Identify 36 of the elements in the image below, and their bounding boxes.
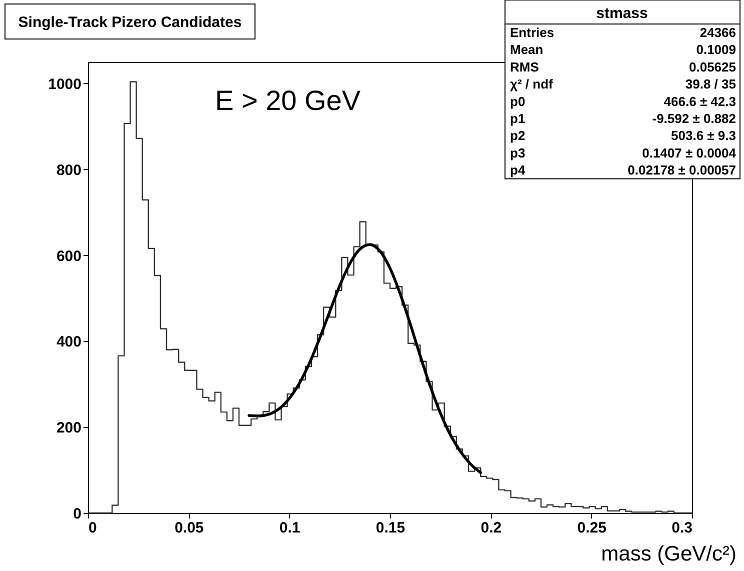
y-tick-label: 1000 bbox=[48, 76, 82, 93]
line-series bbox=[248, 243, 482, 474]
annotation: 39.8 / 35 bbox=[685, 76, 736, 92]
text: Mean bbox=[510, 42, 544, 58]
x-tick-label: 0.2 bbox=[480, 520, 502, 536]
x-tick-label: 0.25 bbox=[577, 520, 606, 536]
y-tick-label: 600 bbox=[56, 248, 82, 265]
x-tick-label: 0.1 bbox=[279, 520, 300, 536]
annotation: -9.592 ± 0.882 bbox=[652, 111, 736, 126]
text: 0.1009 bbox=[696, 42, 736, 58]
annotation: p3 bbox=[510, 145, 526, 160]
y-tick-label: 0 bbox=[73, 506, 82, 522]
text: stmass bbox=[596, 5, 648, 22]
annotation: 0.02178 ± 0.00057 bbox=[628, 162, 736, 178]
y-tick-label: 800 bbox=[56, 162, 82, 179]
text: 24366 bbox=[700, 25, 736, 40]
annotation: p2 bbox=[510, 128, 526, 144]
y-tick-label: 400 bbox=[56, 334, 82, 351]
annotation: 0.1407 ± 0.0004 bbox=[642, 145, 737, 160]
annotation: p1 bbox=[510, 111, 526, 126]
annotation: 503.6 ± 9.3 bbox=[671, 128, 736, 144]
annotation: 0.05625 bbox=[689, 59, 736, 74]
x-tick-label: 0.3 bbox=[672, 520, 692, 536]
annotation: p0 bbox=[510, 94, 526, 109]
annotation: χ² / ndf bbox=[510, 76, 554, 92]
x-tick-label: 0.15 bbox=[376, 520, 406, 536]
annotation: 466.6 ± 42.3 bbox=[664, 94, 736, 109]
x-tick-label: 0.05 bbox=[174, 520, 204, 536]
annotation: p4 bbox=[510, 162, 526, 178]
x-axis-title: mass (GeV/c²) bbox=[601, 542, 736, 566]
text: Entries bbox=[510, 25, 554, 40]
annotation: E > 20 GeV bbox=[215, 85, 361, 116]
y-tick-label: 200 bbox=[56, 420, 82, 437]
chart-title: Single-Track Pizero Candidates bbox=[18, 14, 242, 31]
x-tick-label: 0 bbox=[88, 520, 97, 536]
annotation: RMS bbox=[510, 59, 540, 74]
